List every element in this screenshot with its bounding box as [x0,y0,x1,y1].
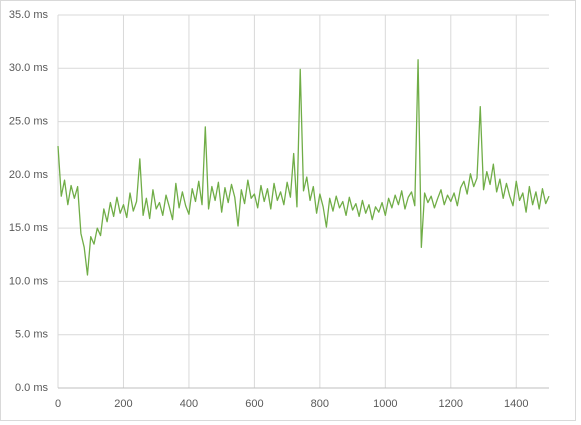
y-tick-label: 0.0 ms [15,382,49,394]
y-tick-label: 30.0 ms [9,62,49,74]
x-tick-label: 800 [311,398,329,410]
y-tick-label: 15.0 ms [9,222,49,234]
x-tick-label: 1000 [373,398,397,410]
x-tick-label: 0 [55,398,61,410]
y-tick-label: 5.0 ms [15,329,49,341]
y-tick-label: 10.0 ms [9,275,49,287]
x-tick-label: 200 [114,398,132,410]
x-tick-label: 1200 [439,398,463,410]
y-tick-label: 35.0 ms [9,9,49,21]
x-tick-label: 400 [180,398,198,410]
data-line [57,59,550,276]
y-tick-label: 20.0 ms [9,169,49,181]
x-tick-label: 1400 [504,398,528,410]
y-tick-label: 25.0 ms [9,115,49,127]
x-tick-label: 600 [245,398,263,410]
